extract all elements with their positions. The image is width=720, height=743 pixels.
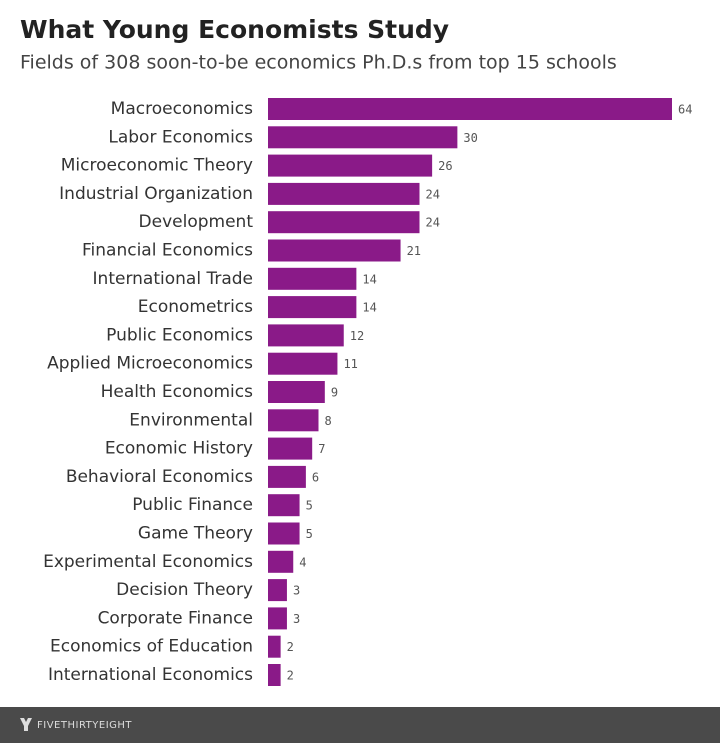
category-label: Game Theory [138, 524, 253, 544]
value-label: 12 [350, 329, 364, 343]
value-label: 2 [287, 640, 294, 654]
bar [268, 239, 401, 262]
category-label: Behavioral Economics [66, 467, 253, 487]
value-label: 64 [678, 103, 692, 117]
category-label: Labor Economics [108, 127, 253, 147]
category-label: Microeconomic Theory [61, 156, 253, 176]
category-label: Experimental Economics [43, 552, 253, 572]
value-label: 3 [293, 584, 300, 598]
category-label: Applied Microeconomics [47, 354, 253, 374]
value-label: 24 [426, 187, 440, 201]
bar [268, 352, 338, 375]
bar [268, 664, 281, 686]
value-label: 2 [287, 669, 294, 683]
value-label: 21 [407, 244, 421, 258]
category-label: Development [139, 212, 254, 232]
category-label: Public Finance [132, 495, 253, 515]
bar [268, 550, 294, 573]
category-label: Macroeconomics [111, 99, 253, 119]
category-label: Environmental [129, 410, 253, 430]
category-label: Economic History [105, 439, 253, 459]
bar [268, 494, 300, 517]
bar [268, 154, 433, 177]
value-label: 30 [463, 131, 477, 145]
value-label: 5 [306, 527, 313, 541]
footer-logo [20, 718, 32, 731]
category-label: Health Economics [101, 382, 254, 402]
value-label: 14 [362, 272, 376, 286]
category-label: Public Economics [106, 325, 253, 345]
category-label: Decision Theory [116, 580, 253, 600]
value-label: 8 [325, 414, 332, 428]
bar [268, 211, 420, 234]
bar [268, 635, 281, 658]
value-label: 11 [343, 357, 357, 371]
chart-subtitle: Fields of 308 soon-to-be economics Ph.D.… [20, 52, 617, 74]
category-label: Corporate Finance [98, 608, 253, 628]
bar [268, 579, 287, 602]
bar [268, 522, 300, 545]
category-label: International Trade [93, 269, 253, 289]
footer-bar [0, 707, 720, 743]
bar [268, 409, 319, 432]
value-label: 9 [331, 386, 338, 400]
category-label: Industrial Organization [59, 184, 253, 204]
bar [268, 607, 287, 630]
value-label: 3 [293, 612, 300, 626]
category-label: Economics of Education [50, 637, 253, 657]
value-label: 24 [426, 216, 440, 230]
bar [268, 381, 325, 403]
bar [268, 126, 458, 149]
bar [268, 296, 357, 319]
value-label: 7 [318, 442, 325, 456]
category-label: Econometrics [138, 297, 253, 317]
value-label: 5 [306, 499, 313, 513]
category-label: Financial Economics [82, 241, 253, 261]
bar [268, 182, 420, 205]
category-label: International Economics [48, 665, 253, 685]
value-label: 4 [299, 555, 306, 569]
bar [268, 437, 313, 460]
bar [268, 465, 306, 488]
bar [268, 324, 344, 347]
value-label: 26 [438, 159, 452, 173]
chart-title: What Young Economists Study [20, 15, 449, 44]
bar [268, 98, 672, 120]
value-label: 6 [312, 470, 319, 484]
bar [268, 267, 357, 290]
footer-text: FIVETHIRTYEIGHT [37, 720, 132, 731]
value-label: 14 [362, 301, 376, 315]
